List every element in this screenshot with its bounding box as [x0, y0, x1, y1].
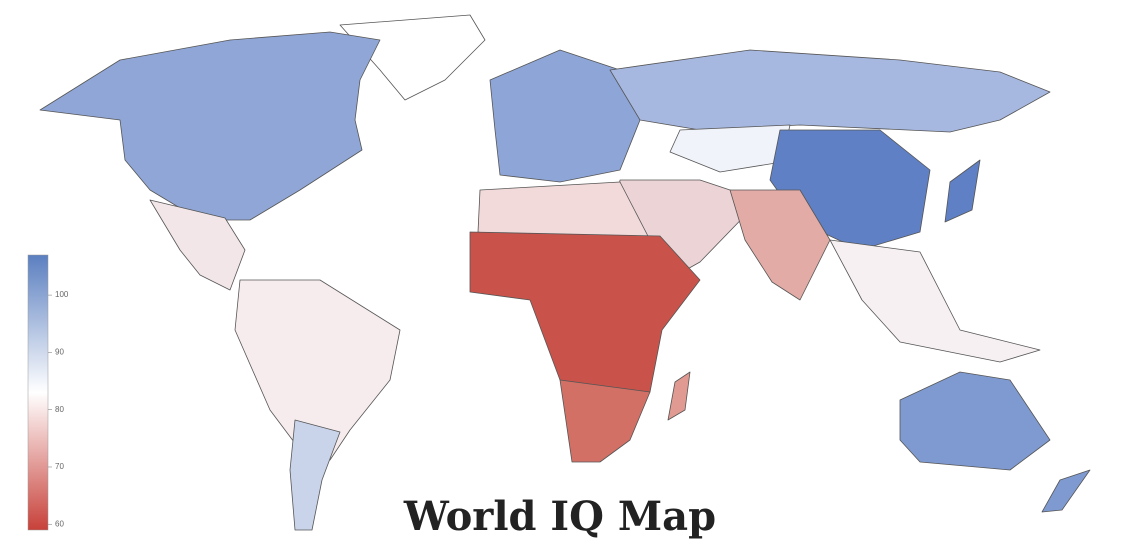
southern-africa [559, 379, 651, 463]
north-america [39, 31, 381, 221]
southeast-asia [829, 239, 1041, 363]
color-scale [27, 254, 49, 531]
madagascar [667, 371, 691, 421]
new-zealand [1041, 469, 1091, 513]
greenland [339, 14, 486, 101]
south-asia [729, 189, 831, 301]
tick-label: 60 [55, 519, 64, 528]
southern-cone [289, 419, 341, 531]
europe [489, 49, 641, 183]
tick-label: 80 [55, 405, 64, 414]
australia [899, 371, 1051, 471]
central-asia [669, 124, 791, 173]
map-title: World IQ Map [403, 493, 716, 540]
russia [609, 49, 1051, 133]
land-masses [39, 14, 1091, 531]
japan [944, 159, 981, 223]
south-america [234, 279, 401, 461]
tick-label: 100 [55, 290, 69, 299]
central-america [149, 199, 246, 291]
tick-label: 70 [55, 462, 64, 471]
sub-saharan-africa [469, 231, 701, 393]
tick-label: 90 [55, 348, 64, 357]
